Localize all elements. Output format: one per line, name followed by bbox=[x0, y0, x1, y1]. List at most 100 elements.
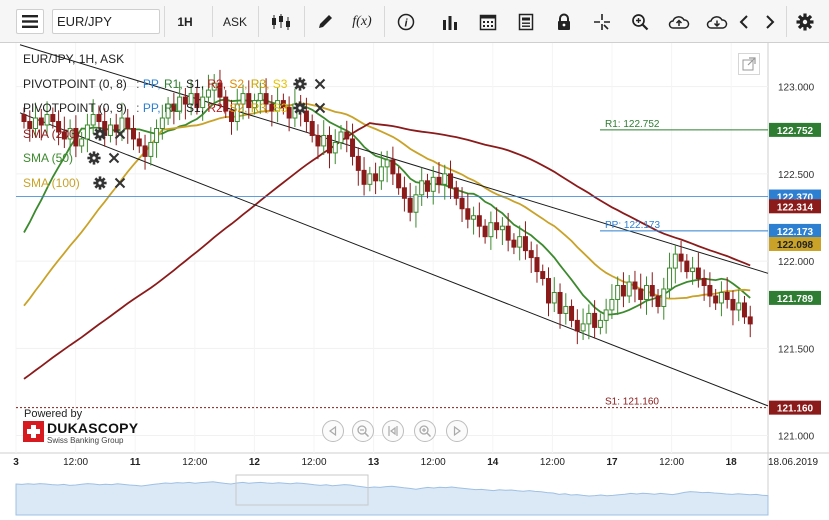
info-button[interactable]: i bbox=[392, 9, 420, 34]
calendar-button[interactable] bbox=[474, 9, 502, 34]
indicators-button[interactable] bbox=[436, 9, 464, 34]
y-tick-label: 122.500 bbox=[778, 170, 815, 181]
candle-body bbox=[355, 155, 361, 171]
gear-icon bbox=[293, 101, 307, 115]
candle-body bbox=[747, 316, 753, 325]
report-button[interactable] bbox=[512, 9, 540, 34]
gear-icon bbox=[796, 13, 814, 30]
legend-pivot-0-9: PIVOTPOINT (0, 9) : PP, R1, S1, R2, S2, … bbox=[23, 100, 287, 116]
side-button[interactable]: ASK bbox=[216, 9, 254, 34]
legend-sma-200: SMA (200) bbox=[23, 126, 80, 142]
candle-body bbox=[188, 93, 194, 105]
indicator-name: PIVOTPOINT (0, 8) bbox=[23, 77, 127, 91]
chart-title: EUR/JPY, 1H, ASK bbox=[23, 51, 124, 67]
level-r3: R3, bbox=[250, 77, 270, 91]
candle-body bbox=[528, 250, 534, 259]
next-button[interactable] bbox=[760, 9, 780, 34]
x-tick-label: 3 bbox=[13, 457, 19, 468]
symbol-selector[interactable]: EUR/JPY bbox=[52, 9, 160, 34]
indicator-name: SMA (50) bbox=[23, 151, 74, 165]
candle-body bbox=[465, 208, 471, 220]
price-chart[interactable]: 123.000 122.500 122.000 121.500 121.000 R1: … bbox=[0, 43, 829, 520]
zoom-out-button[interactable] bbox=[352, 420, 374, 442]
candle-body bbox=[309, 121, 315, 136]
chart-type-button[interactable] bbox=[264, 9, 298, 34]
toolbar-separator bbox=[164, 6, 165, 37]
close-icon bbox=[314, 78, 326, 90]
indicator-settings-button[interactable] bbox=[92, 175, 108, 191]
candle-body bbox=[690, 267, 696, 273]
crosshair-icon bbox=[594, 13, 610, 30]
candle-body bbox=[667, 267, 673, 290]
candle-body bbox=[476, 215, 482, 227]
candle-body bbox=[102, 121, 108, 136]
candle-body bbox=[569, 305, 575, 321]
indicator-remove-button[interactable] bbox=[112, 126, 128, 142]
candle-body bbox=[626, 281, 632, 297]
maximize-button[interactable] bbox=[738, 53, 760, 75]
menu-button[interactable] bbox=[16, 9, 44, 34]
candle-body bbox=[200, 96, 206, 109]
indicator-settings-button[interactable] bbox=[86, 150, 102, 166]
candle-body bbox=[361, 169, 367, 185]
indicator-settings-button[interactable] bbox=[92, 126, 108, 142]
candle-body bbox=[442, 173, 448, 185]
candle-body bbox=[730, 298, 736, 311]
x-tick-label: 12:00 bbox=[63, 457, 88, 468]
candle-body bbox=[448, 173, 454, 189]
gear-icon bbox=[293, 77, 307, 91]
functions-button[interactable]: f(x) bbox=[346, 9, 378, 34]
x-tick-label: 18 bbox=[726, 457, 738, 468]
candle-body bbox=[534, 257, 540, 273]
scroll-right-button[interactable] bbox=[446, 420, 468, 442]
candle-body bbox=[280, 100, 286, 109]
candles bbox=[21, 69, 753, 345]
candle-body bbox=[107, 124, 113, 136]
toolbar-separator bbox=[786, 6, 787, 37]
scroll-left-button[interactable] bbox=[322, 420, 344, 442]
candle-body bbox=[546, 278, 552, 304]
candle-body bbox=[741, 302, 747, 318]
lock-button[interactable] bbox=[550, 9, 578, 34]
dukascopy-logo: DUKASCOPY Swiss Banking Group bbox=[23, 420, 138, 445]
indicator-settings-button[interactable] bbox=[292, 100, 308, 116]
calendar-icon bbox=[479, 14, 497, 30]
candle-body bbox=[597, 319, 603, 328]
candle-body bbox=[678, 253, 684, 262]
download-button[interactable] bbox=[702, 9, 732, 34]
candle-body bbox=[44, 114, 50, 126]
candle-body bbox=[315, 134, 321, 147]
zoom-icon bbox=[632, 13, 649, 30]
fit-button[interactable] bbox=[382, 420, 404, 442]
prev-button[interactable] bbox=[734, 9, 754, 34]
candle-body bbox=[50, 114, 56, 123]
candle-body bbox=[540, 271, 546, 280]
indicator-remove-button[interactable] bbox=[112, 175, 128, 191]
candle-body bbox=[586, 312, 592, 325]
indicator-settings-button[interactable] bbox=[292, 76, 308, 92]
indicator-remove-button[interactable] bbox=[312, 100, 328, 116]
indicator-name: PIVOTPOINT (0, 9) bbox=[23, 101, 127, 115]
zoom-in-button[interactable] bbox=[414, 420, 436, 442]
crosshair-button[interactable] bbox=[588, 9, 616, 34]
draw-button[interactable] bbox=[310, 9, 340, 34]
candle-body bbox=[373, 173, 379, 182]
zoom-button[interactable] bbox=[626, 9, 654, 34]
chart-area[interactable]: 123.000 122.500 122.000 121.500 121.000 R1: … bbox=[0, 43, 829, 520]
price-label-text: 122.752 bbox=[777, 126, 814, 137]
candle-body bbox=[211, 82, 217, 91]
swiss-cross-icon bbox=[23, 421, 44, 442]
indicator-remove-button[interactable] bbox=[312, 76, 328, 92]
candle-body bbox=[252, 100, 258, 109]
legend-sma-100: SMA (100) bbox=[23, 175, 80, 191]
timeframe-button[interactable]: 1H bbox=[168, 9, 202, 34]
indicator-remove-button[interactable] bbox=[106, 150, 122, 166]
settings-button[interactable] bbox=[794, 9, 816, 34]
toolbar: EUR/JPY 1H ASK f(x) i bbox=[0, 0, 829, 43]
candle-body bbox=[113, 124, 119, 133]
candle-body bbox=[736, 302, 742, 311]
upload-button[interactable] bbox=[664, 9, 694, 34]
candle-body bbox=[177, 96, 183, 112]
candle-body bbox=[332, 141, 338, 154]
x-tick-label: 13 bbox=[368, 457, 380, 468]
